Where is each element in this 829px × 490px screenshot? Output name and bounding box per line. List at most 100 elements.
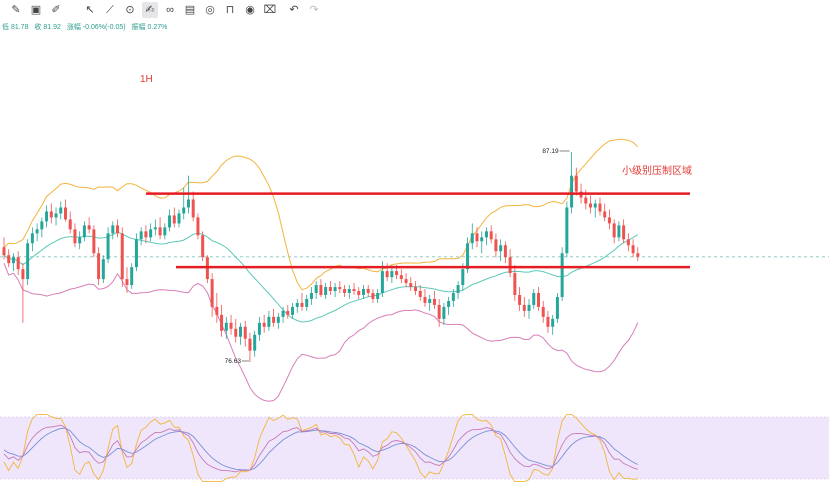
brush-icon[interactable]: ✎	[11, 4, 21, 16]
candle	[59, 201, 63, 220]
candle	[361, 285, 365, 299]
candle	[243, 320, 247, 347]
candle	[456, 281, 460, 299]
candle	[442, 302, 446, 325]
candle	[555, 292, 559, 323]
draw-active-icon[interactable]: ✍	[142, 2, 158, 18]
candle	[149, 223, 153, 242]
oscillator-k-line	[3, 424, 638, 473]
candle	[125, 267, 129, 293]
bollinger-middle-line	[3, 231, 639, 323]
candle	[30, 227, 34, 252]
candle	[418, 285, 422, 301]
candle	[565, 201, 569, 258]
candle	[49, 203, 53, 224]
candle	[518, 287, 522, 311]
oscillator-j-line	[3, 413, 638, 483]
low-value: 低 81.78	[2, 24, 29, 31]
candle	[291, 302, 295, 319]
candle	[489, 225, 493, 244]
trash-icon[interactable]: ⌧	[263, 4, 277, 16]
candle	[134, 233, 138, 272]
candle	[305, 294, 309, 311]
image-icon[interactable]: ▤	[184, 4, 196, 16]
candle	[494, 233, 498, 258]
add-chart-icon[interactable]: ▣	[30, 4, 42, 16]
drawing-toolbar: ✎ ▣ ✐ ↖ ⟋ ⊙ ✍ ∞ ▤ ◎ ⊓ ◉ ⌧ ↶ ↷	[0, 0, 829, 20]
candle	[120, 227, 124, 288]
candle	[153, 219, 157, 236]
candle	[536, 287, 540, 311]
target-icon[interactable]: ◎	[205, 4, 215, 16]
candle	[116, 219, 120, 238]
candle	[210, 273, 214, 317]
undo-icon[interactable]: ↶	[289, 4, 299, 16]
candle	[551, 314, 555, 335]
candle	[276, 312, 280, 329]
candle	[324, 283, 328, 299]
candle	[343, 285, 347, 297]
candle	[215, 292, 219, 323]
candle	[177, 209, 181, 228]
candle	[286, 304, 290, 319]
candle	[295, 298, 299, 313]
ruler-icon[interactable]: ⟋	[106, 4, 114, 16]
candle	[357, 287, 361, 299]
candle	[513, 265, 517, 301]
candle	[385, 263, 389, 282]
candle	[470, 223, 474, 250]
pencil-line-icon[interactable]: ✐	[51, 4, 61, 16]
candle	[35, 223, 39, 242]
candle	[63, 199, 67, 222]
candle	[40, 217, 44, 238]
candle	[158, 217, 162, 240]
candle	[366, 285, 370, 297]
candle	[220, 304, 224, 337]
candle	[16, 251, 20, 276]
candle	[205, 255, 209, 284]
link-icon[interactable]: ∞	[166, 4, 174, 16]
candle	[475, 227, 479, 248]
candle	[593, 199, 597, 218]
ohlc-info-bar: 低 81.78 收 81.92 涨幅 -0.06%(-0.05) 振幅 0.27…	[2, 22, 171, 32]
candle	[253, 330, 257, 357]
candle	[106, 227, 110, 264]
candle	[376, 289, 380, 303]
candle	[139, 227, 143, 246]
candle	[636, 247, 640, 262]
candle	[617, 221, 621, 242]
candle	[2, 237, 6, 260]
lock-icon[interactable]: ⊓	[225, 4, 235, 16]
candle	[73, 223, 77, 248]
candle	[300, 292, 304, 311]
low-price-label: 76.63	[225, 358, 242, 365]
candle	[622, 219, 626, 244]
candle	[68, 211, 72, 234]
candle	[224, 316, 228, 339]
candle	[26, 239, 30, 286]
candle	[201, 231, 205, 262]
candle	[196, 213, 200, 240]
candle	[574, 167, 578, 196]
candle	[603, 203, 607, 222]
candle	[229, 314, 233, 335]
candle	[347, 285, 351, 299]
cursor-icon[interactable]: ↖	[85, 4, 95, 16]
candle	[484, 227, 488, 246]
magnet-icon[interactable]: ⊙	[125, 4, 135, 16]
eye-icon[interactable]: ◉	[245, 4, 255, 16]
candle	[92, 225, 96, 258]
candle	[338, 281, 342, 293]
candle	[309, 287, 313, 305]
candle	[97, 247, 101, 286]
bollinger-upper-line	[3, 138, 639, 291]
candle	[508, 249, 512, 278]
candle	[404, 273, 408, 288]
candle	[522, 296, 526, 317]
redo-icon[interactable]: ↷	[309, 4, 319, 16]
candle	[546, 310, 550, 333]
candle	[333, 283, 337, 297]
candle	[101, 255, 105, 284]
candle	[352, 283, 356, 295]
